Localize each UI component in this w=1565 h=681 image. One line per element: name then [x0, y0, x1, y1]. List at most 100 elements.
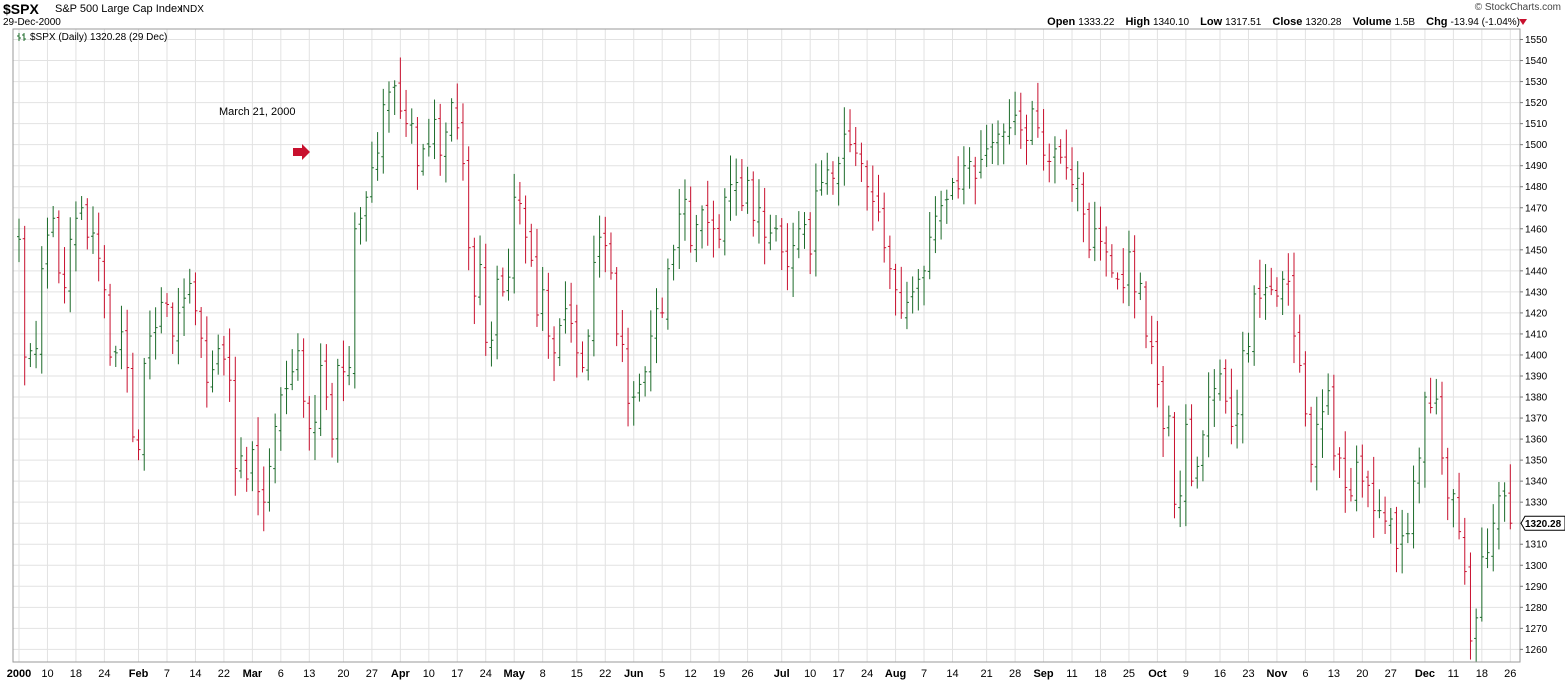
ohlc-bar	[1326, 373, 1331, 415]
ticker-description: S&P 500 Large Cap Index	[55, 3, 183, 15]
ohlc-bar	[1508, 464, 1513, 530]
x-tick-label: 17	[451, 668, 463, 680]
ohlc-bar	[927, 212, 932, 280]
ohlc-bar	[586, 329, 591, 381]
ohlc-bar	[404, 89, 409, 137]
ohlc-bar	[364, 191, 369, 242]
x-tick-label: 27	[366, 668, 378, 680]
x-tick-label: 12	[685, 668, 697, 680]
ohlc-bar	[56, 210, 61, 284]
ohlc-bar	[1109, 244, 1114, 278]
ohlc-bar	[859, 142, 864, 182]
x-tick-label: 26	[1504, 668, 1516, 680]
ohlc-bar	[762, 187, 767, 265]
ohlc-bar	[460, 103, 465, 181]
ohlc-bar	[1400, 509, 1405, 574]
ohlc-bar	[216, 334, 221, 375]
x-tick-label: Jun	[624, 668, 644, 680]
last-price-tag: 1320.28	[1520, 515, 1565, 531]
ohlc-bar	[529, 223, 534, 267]
ohlc-bar	[466, 146, 471, 271]
ohlc-bar	[295, 333, 300, 381]
ohlc-bar	[39, 246, 44, 374]
y-tick-label: 1370	[1525, 414, 1548, 425]
ohlc-bar	[1417, 447, 1422, 504]
ohlc-bar	[865, 160, 870, 211]
ohlc-bar	[125, 309, 130, 393]
ohlc-bar	[1331, 374, 1336, 471]
ohlc-bar	[557, 318, 562, 367]
change-value: -13.94 (-1.04%)	[1450, 17, 1520, 28]
y-tick-label: 1340	[1525, 477, 1548, 488]
ohlc-bar	[643, 366, 648, 397]
ohlc-bar	[825, 152, 830, 195]
volume-value: 1.5B	[1394, 17, 1416, 28]
ohlc-bar	[1274, 277, 1279, 307]
x-tick-label: 18	[1094, 668, 1106, 680]
y-tick-label: 1420	[1525, 308, 1548, 319]
x-tick-label: 7	[164, 668, 170, 680]
ohlc-bar	[1502, 482, 1507, 522]
x-tick-label: 28	[1009, 668, 1021, 680]
ohlc-bar	[848, 109, 853, 153]
ohlc-bar	[711, 200, 716, 258]
close-value: 1320.28	[1305, 17, 1342, 28]
ohlc-bar	[1445, 447, 1450, 521]
ohlc-bar	[620, 310, 625, 363]
x-tick-label: 10	[41, 668, 53, 680]
ohlc-bar	[1081, 172, 1086, 243]
ohlc-bar	[1047, 143, 1052, 183]
y-tick-label: 1440	[1525, 266, 1548, 277]
ohlc-bar	[836, 156, 841, 206]
ohlc-bar	[768, 214, 773, 251]
ohlc-bar	[893, 263, 898, 316]
y-tick-label: 1540	[1525, 56, 1548, 67]
ohlc-bar	[631, 381, 636, 426]
ohlc-bar	[540, 267, 545, 331]
ohlc-bar	[1058, 139, 1063, 164]
ohlc-bar	[791, 222, 796, 297]
ohlc-bar	[199, 307, 204, 358]
ohlc-bar	[113, 345, 118, 368]
y-tick-label: 1490	[1525, 161, 1548, 172]
ohlc-bar	[580, 341, 585, 373]
ohlc-bar	[301, 338, 306, 418]
ohlc-bar	[130, 352, 135, 443]
ohlc-bar	[1178, 470, 1183, 528]
ohlc-bar	[853, 126, 858, 167]
ohlc-bar	[335, 358, 340, 463]
ohlc-bar	[204, 316, 209, 408]
quote-bar: Open 1333.22 High 1340.10 Low 1317.51 Close…	[1047, 16, 1520, 28]
ohlc-bar	[694, 214, 699, 263]
ohlc-bar	[1035, 82, 1040, 138]
x-tick-label: 10	[423, 668, 435, 680]
x-tick-label: 20	[337, 668, 349, 680]
plot-frame	[12, 28, 1521, 663]
ohlc-bar	[238, 437, 243, 479]
ohlc-bar	[1098, 206, 1103, 261]
ohlc-bar	[990, 123, 995, 165]
annotation-arrow-icon	[293, 144, 310, 160]
x-tick-label: 14	[946, 668, 958, 680]
ohlc-bar	[318, 343, 323, 437]
ohlc-bar	[267, 448, 272, 512]
ohlc-bars	[17, 57, 1513, 663]
x-tick-label: 19	[713, 668, 725, 680]
ohlc-bar	[916, 268, 921, 311]
ohlc-bar	[728, 155, 733, 221]
ohlc-bar	[745, 166, 750, 214]
ohlc-bar	[626, 327, 631, 427]
x-axis: 2000 10 18 24 Feb 7 14 22 Mar 6 13 20 27 Apr 10 17 24 May…	[7, 668, 1517, 680]
ohlc-bar	[1246, 332, 1251, 363]
ohlc-bar	[421, 143, 426, 176]
ohlc-bar	[830, 161, 835, 195]
close-label: Close	[1272, 16, 1303, 28]
ohlc-bar	[660, 297, 665, 319]
ohlc-bar	[1479, 527, 1484, 622]
stockcharts-credit[interactable]: © StockCharts.com	[1474, 2, 1561, 13]
ohlc-bar	[648, 310, 653, 392]
ohlc-bar	[472, 237, 477, 325]
ohlc-bar	[187, 268, 192, 304]
ohlc-bar	[1144, 281, 1149, 349]
ohlc-bar	[1206, 372, 1211, 458]
